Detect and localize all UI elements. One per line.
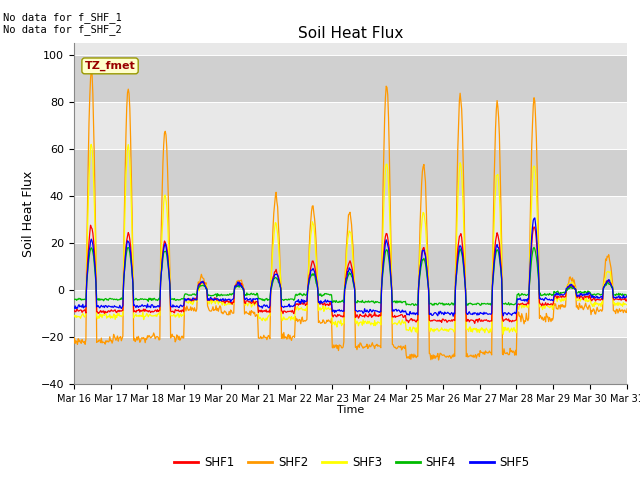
Bar — [74, 196, 627, 243]
Bar — [74, 102, 627, 149]
Text: No data for f_SHF_1: No data for f_SHF_1 — [3, 12, 122, 23]
Bar — [74, 290, 627, 337]
Bar — [74, 243, 627, 290]
Text: TZ_fmet: TZ_fmet — [84, 61, 136, 71]
Legend: SHF1, SHF2, SHF3, SHF4, SHF5: SHF1, SHF2, SHF3, SHF4, SHF5 — [170, 452, 534, 474]
X-axis label: Time: Time — [337, 405, 364, 415]
Bar — [74, 55, 627, 102]
Y-axis label: Soil Heat Flux: Soil Heat Flux — [22, 170, 35, 257]
Bar — [74, 337, 627, 384]
Text: No data for f_SHF_2: No data for f_SHF_2 — [3, 24, 122, 35]
Bar — [74, 149, 627, 196]
Title: Soil Heat Flux: Soil Heat Flux — [298, 25, 403, 41]
